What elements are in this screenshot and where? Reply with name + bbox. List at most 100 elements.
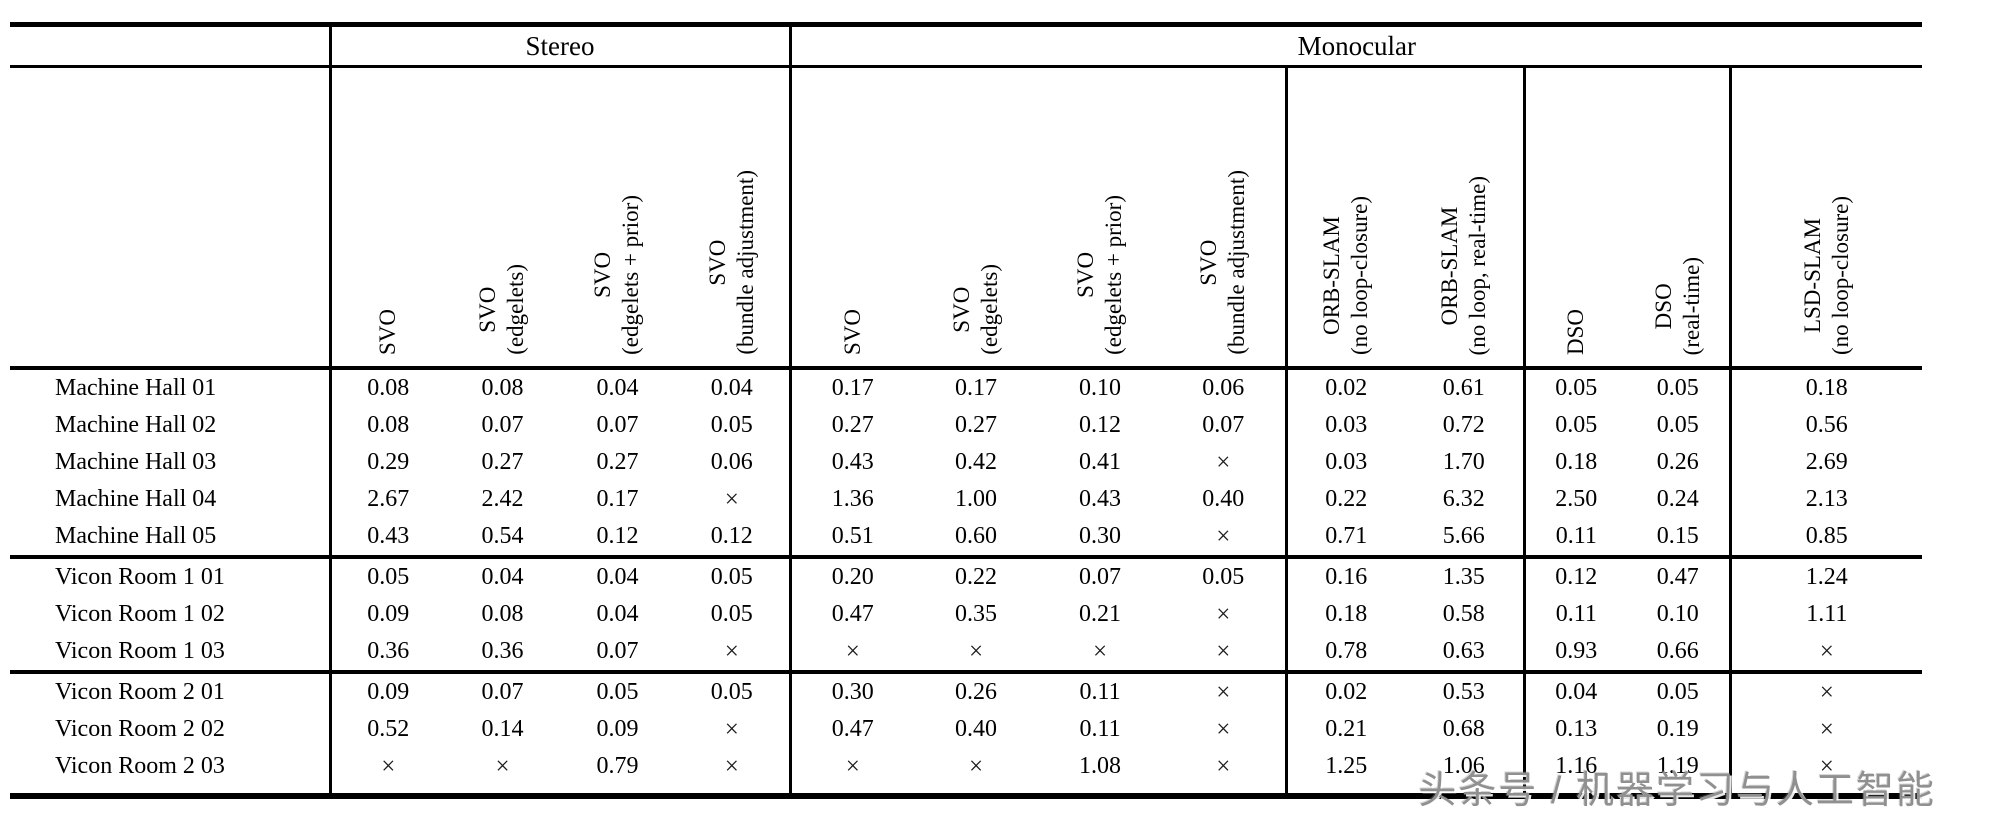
value-cell: 0.02: [1284, 672, 1406, 711]
rotated-column-label: SVO (bundle adjustment): [704, 170, 758, 355]
value-cell: 0.27: [788, 407, 915, 444]
value-cell: 0.79: [560, 748, 675, 799]
group-header-row: Stereo Monocular: [10, 24, 1923, 68]
table-row: Vicon Room 2 01 0.09 0.07 0.05 0.05 0.30 0.26 0…: [10, 672, 1923, 711]
value-cell: 0.40: [955, 716, 998, 742]
value-cell: 0.22: [955, 564, 998, 590]
value-cell: 0.17: [596, 486, 639, 512]
value-cell: 2.13: [1728, 481, 1923, 518]
value-cell: 0.07: [1079, 564, 1122, 590]
failure-cell: ×: [328, 748, 445, 799]
value-cell: 1.25: [1284, 748, 1406, 799]
value-cell: 1.35: [1442, 564, 1485, 590]
value-cell: 0.36: [445, 633, 560, 674]
value-cell: 0.27: [481, 449, 524, 475]
rotated-column-label: ORB-SLAM (no loop-closure): [1319, 195, 1373, 355]
column-header-7: SVO (edgelets + prior): [1038, 66, 1163, 370]
group-header-monocular: Monocular: [788, 24, 1923, 68]
value-cell: 0.61: [1442, 375, 1485, 401]
rotated-column-label: SVO (bundle adjustment): [1196, 170, 1250, 355]
row-label: Machine Hall 01: [55, 375, 217, 401]
value-cell: 0.05: [710, 412, 753, 438]
value-cell: 1.16: [1522, 748, 1628, 799]
value-cell: 0.17: [955, 375, 998, 401]
value-cell: 0.05: [596, 679, 639, 705]
column-header-12: DSO (real-time): [1627, 66, 1731, 370]
rotated-column-label: SVO (edgelets + prior): [590, 195, 644, 355]
rotated-column-label: LSD-SLAM (no loop-closure): [1799, 195, 1853, 355]
failure-cell: ×: [724, 715, 739, 743]
value-cell: 0.05: [710, 564, 753, 590]
failure-cell: ×: [1216, 715, 1231, 743]
failure-cell: ×: [788, 633, 915, 674]
value-cell: 0.05: [1656, 412, 1699, 438]
value-cell: 0.19: [1656, 716, 1699, 742]
value-cell: 0.07: [560, 633, 675, 674]
failure-cell: ×: [675, 633, 791, 674]
value-cell: 0.43: [1079, 486, 1122, 512]
value-cell: 0.56: [1728, 407, 1923, 444]
value-cell: 0.05: [1522, 407, 1628, 444]
row-label: Vicon Room 2 01: [55, 679, 225, 705]
value-cell: 0.27: [596, 449, 639, 475]
table-body: Machine Hall 01 0.08 0.08 0.04 0.04 0.17 0.17 0…: [10, 368, 1923, 799]
value-cell: 0.41: [1079, 449, 1122, 475]
value-cell: 0.30: [1038, 518, 1163, 559]
value-cell: 0.29: [328, 444, 445, 481]
value-cell: 0.47: [788, 711, 915, 748]
table-row: Machine Hall 02 0.08 0.07 0.07 0.05 0.27 0.27 0…: [10, 407, 1923, 444]
value-cell: 0.11: [1522, 518, 1628, 559]
value-cell: 0.05: [1656, 375, 1699, 401]
column-header-4: SVO (bundle adjustment): [675, 66, 791, 370]
value-cell: 0.07: [481, 412, 524, 438]
value-cell: 0.43: [328, 518, 445, 559]
value-cell: 0.07: [1202, 412, 1245, 438]
value-cell: 0.03: [1284, 407, 1406, 444]
rotated-column-label: SVO (edgelets): [949, 264, 1003, 355]
column-header-row: SVO SVO (edgelets) SVO (edgelets + prior) SVO…: [10, 66, 1923, 370]
value-cell: 0.18: [1522, 444, 1628, 481]
value-cell: 0.02: [1284, 368, 1406, 407]
value-cell: 0.35: [955, 601, 998, 627]
value-cell: 0.09: [328, 596, 445, 633]
value-cell: 0.22: [1284, 481, 1406, 518]
table-row: Vicon Room 1 03 0.36 0.36 0.07 × × × × × 0.78 0.63…: [10, 633, 1923, 674]
value-cell: 0.05: [1522, 368, 1628, 407]
value-cell: 0.54: [445, 518, 560, 559]
rotated-column-label: SVO: [375, 308, 401, 355]
value-cell: 0.85: [1728, 518, 1923, 559]
value-cell: 1.06: [1405, 748, 1525, 799]
value-cell: 0.07: [481, 679, 524, 705]
results-table: Stereo Monocular SVO SVO (edgelets) SVO (edgel…: [10, 22, 1923, 799]
value-cell: 0.05: [710, 601, 753, 627]
value-cell: 2.50: [1522, 481, 1628, 518]
value-cell: 0.06: [1202, 375, 1245, 401]
value-cell: 0.06: [710, 449, 753, 475]
table-row: Machine Hall 05 0.43 0.54 0.12 0.12 0.51 0.60 0…: [10, 518, 1923, 559]
row-label: Vicon Room 1 03: [10, 633, 330, 674]
failure-cell: ×: [1216, 448, 1231, 476]
failure-cell: ×: [914, 633, 1039, 674]
value-cell: 0.10: [1079, 375, 1122, 401]
value-cell: 0.07: [596, 412, 639, 438]
group-header-stereo: Stereo: [328, 24, 791, 68]
row-label: Machine Hall 05: [10, 518, 330, 559]
table-row: Vicon Room 2 03 × × 0.79 × × × 1.08 × 1.25 1.06 1.1…: [10, 748, 1923, 799]
column-header-11: DSO: [1522, 66, 1628, 370]
failure-cell: ×: [914, 748, 1039, 799]
value-cell: 0.20: [788, 557, 915, 596]
column-header-2: SVO (edgelets): [445, 66, 560, 370]
value-cell: 0.17: [788, 368, 915, 407]
corner-cell: [10, 24, 330, 68]
value-cell: 0.18: [1284, 596, 1406, 633]
table-head: Stereo Monocular SVO SVO (edgelets) SVO (edgel…: [10, 24, 1923, 370]
value-cell: 0.78: [1284, 633, 1406, 674]
value-cell: 0.53: [1442, 679, 1485, 705]
value-cell: 1.36: [788, 481, 915, 518]
value-cell: 0.08: [328, 368, 445, 407]
value-cell: 0.13: [1522, 711, 1628, 748]
failure-cell: ×: [1728, 748, 1923, 799]
value-cell: 0.16: [1284, 557, 1406, 596]
row-label: Vicon Room 1 01: [55, 564, 225, 590]
value-cell: 0.21: [1079, 601, 1122, 627]
